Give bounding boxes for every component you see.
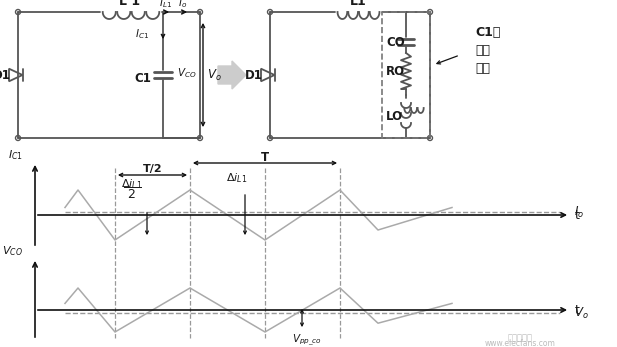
Text: 等效: 等效 (475, 43, 490, 57)
Text: T/2: T/2 (143, 164, 162, 174)
Text: C1: C1 (134, 71, 151, 85)
Text: $I_{C1}$: $I_{C1}$ (135, 27, 149, 41)
Text: L 1: L 1 (120, 0, 141, 8)
Text: $V_{CO}$: $V_{CO}$ (2, 244, 23, 258)
Text: C1的: C1的 (475, 25, 500, 39)
Text: $\overline{\ 2\ }$: $\overline{\ 2\ }$ (123, 187, 141, 202)
Text: LO: LO (386, 110, 403, 122)
Text: t: t (575, 209, 580, 221)
Text: $I_{C1}$: $I_{C1}$ (8, 148, 23, 162)
Text: 电子发烧友: 电子发烧友 (508, 333, 532, 342)
Text: T: T (261, 151, 269, 163)
Text: D1: D1 (245, 68, 263, 82)
Text: $V_{CO}$: $V_{CO}$ (177, 66, 197, 80)
Text: $I_{L1}$: $I_{L1}$ (159, 0, 173, 10)
Text: L1: L1 (350, 0, 366, 8)
Text: RO: RO (386, 65, 405, 77)
Text: $\Delta i_{L1}$: $\Delta i_{L1}$ (122, 178, 143, 192)
FancyArrow shape (218, 61, 246, 89)
Text: D1: D1 (0, 68, 11, 82)
Text: 电路: 电路 (475, 61, 490, 75)
Text: $I_o$: $I_o$ (574, 204, 584, 220)
Text: $V_{pp\_co}$: $V_{pp\_co}$ (292, 332, 322, 347)
Text: $V_o$: $V_o$ (574, 305, 589, 321)
Text: www.elecfans.com: www.elecfans.com (484, 339, 555, 347)
Text: $V_o$: $V_o$ (207, 67, 222, 83)
Text: $I_o$: $I_o$ (178, 0, 188, 10)
Text: t: t (575, 304, 580, 316)
Bar (382, 12, 430, 138)
Text: $\Delta i_{L1}$: $\Delta i_{L1}$ (226, 171, 247, 185)
Text: CO: CO (386, 35, 405, 49)
